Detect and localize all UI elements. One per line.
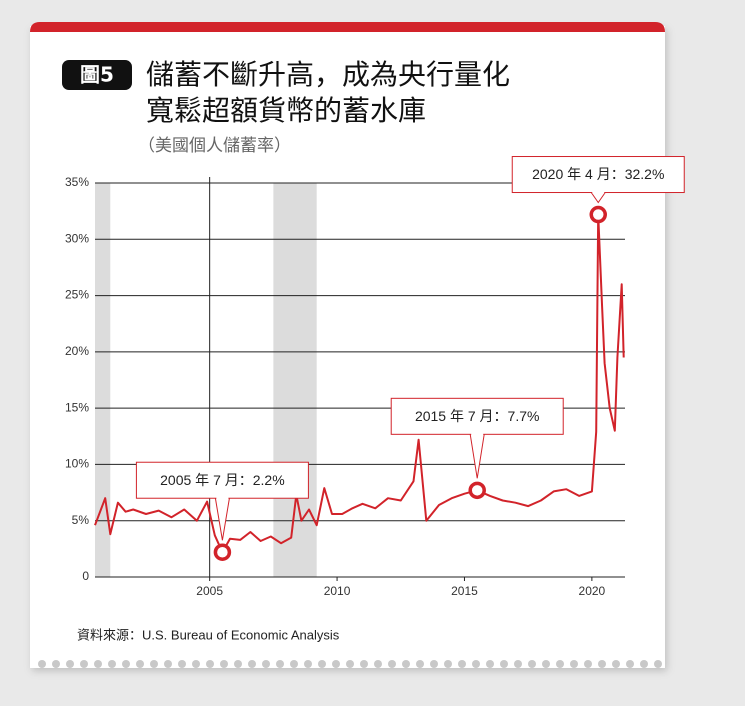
annotation-marker (589, 205, 607, 224)
callout-pointer (214, 498, 230, 541)
scallop (654, 660, 662, 668)
scallop (178, 660, 186, 668)
recession-band (95, 183, 111, 577)
callout-pointer (469, 434, 485, 479)
y-tick-label: 25% (65, 288, 89, 302)
chart-title: 寬鬆超額貨幣的蓄水庫 (146, 94, 426, 127)
badge (62, 60, 132, 90)
scallop (570, 660, 578, 668)
scallop (234, 660, 242, 668)
scallop (416, 660, 424, 668)
source: 資料來源：U.S. Bureau of Economic Analysis (77, 627, 340, 642)
y-tick-label: 15% (65, 400, 89, 414)
scallop (94, 660, 102, 668)
annotation-marker (213, 543, 232, 561)
scallop (262, 660, 270, 668)
scallop (402, 660, 410, 668)
scallop (38, 660, 46, 668)
card (30, 26, 665, 668)
scallop (640, 660, 648, 668)
scallop (374, 660, 382, 668)
x-tick-label: 2020 (579, 584, 606, 598)
scallop (52, 660, 60, 668)
x-tick-label: 2010 (324, 584, 351, 598)
scallop (388, 660, 396, 668)
scallop (318, 660, 326, 668)
x-tick-label: 2015 (451, 584, 478, 598)
card-edge (38, 660, 662, 668)
scallop (192, 660, 200, 668)
callout-text: 2005 年 7 月：2.2% (160, 472, 285, 488)
scallop (164, 660, 172, 668)
scallop (150, 660, 158, 668)
callout-box (135, 461, 309, 499)
scallop (430, 660, 438, 668)
scallop (220, 660, 228, 668)
callout-box (390, 397, 564, 435)
scallop (332, 660, 340, 668)
x-tick-label: 2005 (196, 584, 223, 598)
y-tick-label: 0 (82, 569, 89, 583)
scallop (584, 660, 592, 668)
card-top-bar (30, 22, 665, 32)
scallop (556, 660, 564, 668)
chart-title: 儲蓄不斷升高，成為央行量化 (146, 58, 510, 91)
callout-text: 2020 年 4 月：32.2% (532, 166, 664, 182)
annotation-marker (468, 481, 486, 500)
scallop (276, 660, 284, 668)
y-tick-label: 20% (65, 344, 89, 358)
callout-box (511, 156, 685, 194)
y-tick-label: 10% (65, 457, 89, 471)
scallop (514, 660, 522, 668)
series-line (94, 213, 625, 554)
scallop (500, 660, 508, 668)
callout-pointer (590, 192, 606, 204)
recession-band (273, 183, 317, 577)
scallop (612, 660, 620, 668)
scallop (472, 660, 480, 668)
scallop (66, 660, 74, 668)
scallop (598, 660, 606, 668)
scallop (346, 660, 354, 668)
scallop (458, 660, 466, 668)
scallop (80, 660, 88, 668)
chart-subtitle: （美國個人儲蓄率） (138, 136, 291, 156)
callout-text: 2015 年 7 月：7.7% (415, 408, 540, 424)
scallop (528, 660, 536, 668)
scallop (248, 660, 256, 668)
y-tick-label: 30% (65, 231, 89, 245)
scallop (626, 660, 634, 668)
scallop (290, 660, 298, 668)
scallop (206, 660, 214, 668)
scallop (360, 660, 368, 668)
y-tick-label: 35% (65, 175, 89, 189)
scallop (542, 660, 550, 668)
scallop (304, 660, 312, 668)
scallop (122, 660, 130, 668)
scallop (444, 660, 452, 668)
scallop (108, 660, 116, 668)
scallop (136, 660, 144, 668)
scallop (486, 660, 494, 668)
y-tick-label: 5% (72, 513, 90, 527)
badge-text: 圖5 (80, 63, 114, 87)
